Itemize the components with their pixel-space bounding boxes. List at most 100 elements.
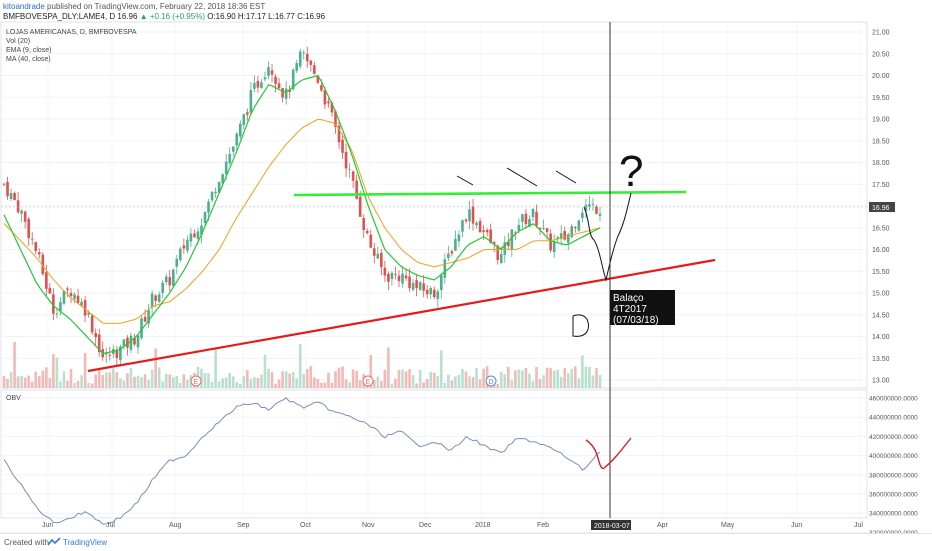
candle-body (531, 208, 535, 218)
candle-body (94, 333, 97, 338)
obv-line (3, 397, 601, 525)
price-tick: 17.50 (872, 182, 890, 189)
event-marker-d[interactable]: D (485, 375, 497, 387)
candle-body (193, 233, 196, 238)
volume-bar (556, 369, 559, 388)
candle-body (316, 75, 320, 83)
obv-axis[interactable]: 460000000.0000 440000000.0000 420000000.00… (869, 396, 918, 534)
time-tick: Feb (537, 522, 549, 529)
volume-bar (348, 382, 351, 388)
resistance-line[interactable] (293, 190, 687, 197)
volume-bar (369, 354, 373, 388)
price-tick: 16.00 (872, 247, 890, 254)
volume-bar (404, 371, 408, 388)
volume-bar (235, 382, 239, 388)
candle-body (119, 346, 122, 361)
volume-bar (390, 383, 394, 388)
candle-body (591, 203, 595, 205)
candle-body (411, 283, 415, 290)
volume-bar (62, 371, 66, 388)
candle-body (457, 234, 461, 242)
candle-body (404, 275, 408, 279)
volume-bar (394, 378, 397, 388)
volume-bar (517, 369, 521, 388)
candle-body (189, 233, 193, 242)
publish-text: published on TradingView.com, February 2… (47, 2, 266, 11)
volume-bar (112, 368, 115, 388)
volume-bar (528, 373, 531, 388)
volume-bar (108, 372, 112, 388)
volume-bar (207, 373, 210, 388)
volume-bar (355, 370, 358, 388)
volume-bar (45, 367, 48, 388)
volume-bar (55, 357, 59, 388)
tradingview-brand[interactable]: TradingView (63, 538, 108, 547)
candle-body (499, 253, 503, 264)
time-axis[interactable]: Jun Jul Aug Sep Oct Nov Dec 2018 Feb Apr May Jun Jul (42, 522, 863, 529)
volume-bar (471, 377, 475, 388)
volume-bar (510, 379, 514, 388)
candle-body (253, 82, 256, 89)
tradingview-logo-icon (47, 537, 61, 546)
candle-body (246, 112, 249, 115)
volume-bar (41, 370, 45, 388)
volume-bar (161, 381, 164, 388)
candle-body (179, 248, 182, 260)
volume-bar (454, 376, 457, 388)
symbol-name: BMFBOVESPA_DLY:LAME4, D (3, 12, 116, 21)
candle-body (549, 233, 552, 251)
volume-bar (531, 381, 535, 388)
volume-bar (253, 377, 256, 388)
candle-body (545, 228, 549, 232)
event-marker-e2[interactable]: E (362, 375, 374, 387)
volume-bar (302, 373, 306, 388)
candle-body (351, 171, 355, 181)
candle-body (115, 350, 119, 358)
event-marker-e1[interactable]: E (190, 375, 202, 387)
price-axis[interactable]: 21.00 20.50 20.00 19.50 19.00 18.50 18.00 17.50… (872, 30, 890, 385)
price-chart[interactable]: ? Balaço 4T2017 (07/03/18) E E D 21.00 20… (0, 0, 932, 533)
volume-bar (260, 374, 263, 388)
candle-body (224, 161, 228, 175)
volume-bar (450, 380, 454, 388)
volume-bar (313, 377, 316, 388)
candle-body (415, 280, 418, 289)
candle-body (27, 218, 30, 239)
obv-tick: 420000000.0000 (869, 434, 918, 441)
volume-bar (164, 373, 168, 388)
volume-bar (447, 374, 450, 388)
volume-bar (263, 354, 267, 388)
candle-body (552, 241, 556, 253)
author-link[interactable]: kitoandrade (3, 2, 45, 11)
candle-body (228, 154, 232, 164)
candle-body (108, 355, 112, 356)
svg-text:Balaço: Balaço (613, 293, 644, 304)
earnings-note: Balaço 4T2017 (07/03/18) (610, 290, 675, 326)
obv-tick: 360000000.0000 (869, 492, 918, 499)
volume-bar (475, 368, 478, 388)
volume-bar (168, 374, 172, 388)
volume-bar (372, 380, 376, 388)
candle-body (52, 294, 55, 314)
candle-body (588, 204, 591, 207)
ma-line (3, 118, 601, 324)
candle-body (126, 337, 129, 348)
volume-bar (570, 368, 574, 388)
volume-bar (478, 379, 482, 388)
candle-body (186, 239, 189, 251)
candle-body (242, 114, 246, 125)
volume-bar (499, 371, 503, 388)
candle-body (284, 88, 288, 99)
candle-body (450, 251, 454, 254)
candle-body (9, 192, 13, 199)
volume-bar (231, 376, 235, 388)
volume-bar (566, 373, 570, 388)
candle-body (422, 283, 425, 291)
svg-text:2018-03-07: 2018-03-07 (594, 523, 630, 530)
volume-bar (559, 376, 563, 388)
candle-body (447, 253, 450, 258)
candle-body (305, 53, 309, 62)
volume-bar (186, 379, 189, 388)
volume-bar (408, 369, 411, 388)
candle-body (69, 292, 73, 297)
